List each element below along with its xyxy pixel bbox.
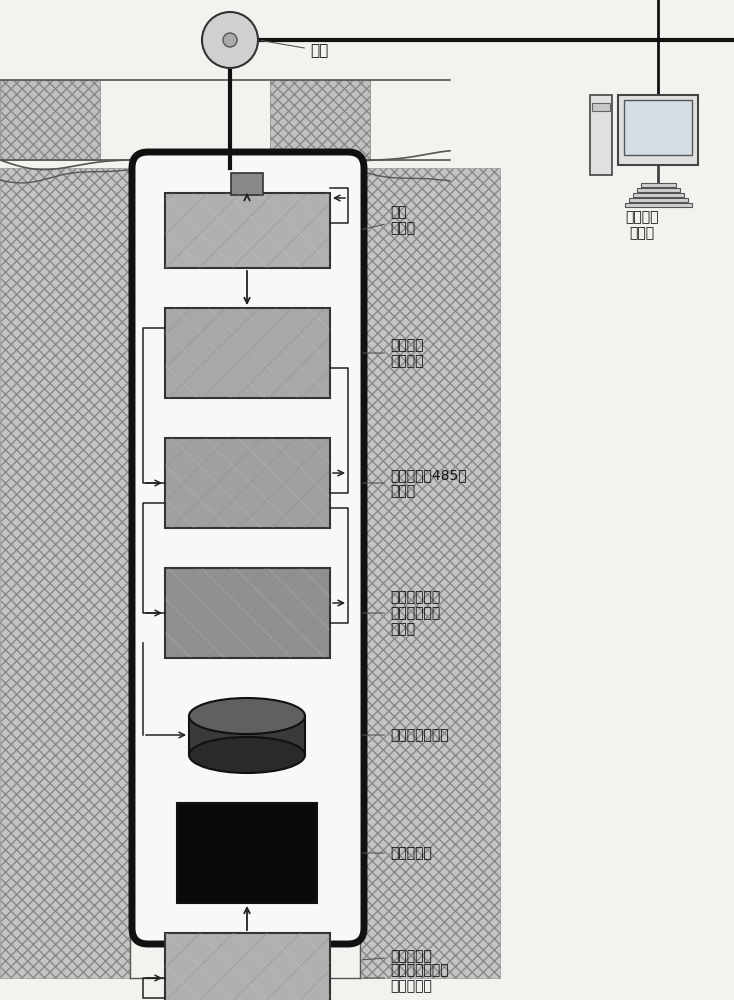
- Bar: [165, 308, 330, 398]
- Bar: [165, 438, 330, 528]
- Text: 前置放大器及
探测器高压电
源电路: 前置放大器及 探测器高压电 源电路: [363, 590, 440, 636]
- Text: 中子发生器高压
及控制电路: 中子发生器高压 及控制电路: [363, 963, 448, 993]
- Bar: [641, 183, 676, 187]
- Circle shape: [223, 33, 237, 47]
- Bar: [165, 568, 330, 658]
- Bar: [165, 438, 330, 528]
- Bar: [637, 188, 680, 192]
- Text: 时间谱仪及485通
讯电路: 时间谱仪及485通 讯电路: [363, 468, 467, 498]
- Bar: [165, 193, 330, 268]
- Bar: [165, 933, 330, 1000]
- Bar: [231, 173, 263, 195]
- Bar: [165, 933, 330, 1000]
- Text: 探管低压
电源电路: 探管低压 电源电路: [363, 338, 424, 368]
- Ellipse shape: [189, 737, 305, 773]
- Bar: [0, 168, 130, 978]
- Bar: [165, 308, 330, 398]
- Bar: [177, 803, 317, 903]
- Bar: [618, 95, 698, 165]
- Text: 滑轮: 滑轮: [261, 40, 328, 58]
- Text: 矿层或岩层: 矿层或岩层: [363, 949, 432, 963]
- Circle shape: [202, 12, 258, 68]
- Bar: [633, 193, 684, 197]
- Bar: [360, 168, 500, 978]
- Ellipse shape: [189, 698, 305, 734]
- Bar: [165, 193, 330, 268]
- Bar: [629, 198, 688, 202]
- Bar: [0, 80, 100, 160]
- Bar: [165, 568, 330, 658]
- Text: 探管
马笼头: 探管 马笼头: [363, 205, 415, 235]
- Bar: [592, 103, 610, 111]
- Text: 地面测井
计算机: 地面测井 计算机: [625, 210, 658, 240]
- FancyBboxPatch shape: [132, 152, 364, 944]
- Bar: [165, 193, 330, 268]
- Text: 超热中子探测器: 超热中子探测器: [363, 728, 448, 742]
- Bar: [270, 80, 370, 160]
- Bar: [624, 100, 692, 155]
- Text: 中子发生器: 中子发生器: [363, 846, 432, 860]
- Bar: [590, 95, 612, 175]
- Bar: [165, 568, 330, 658]
- Bar: [625, 203, 692, 207]
- Bar: [165, 933, 330, 1000]
- Bar: [189, 716, 305, 755]
- Bar: [165, 308, 330, 398]
- Bar: [165, 438, 330, 528]
